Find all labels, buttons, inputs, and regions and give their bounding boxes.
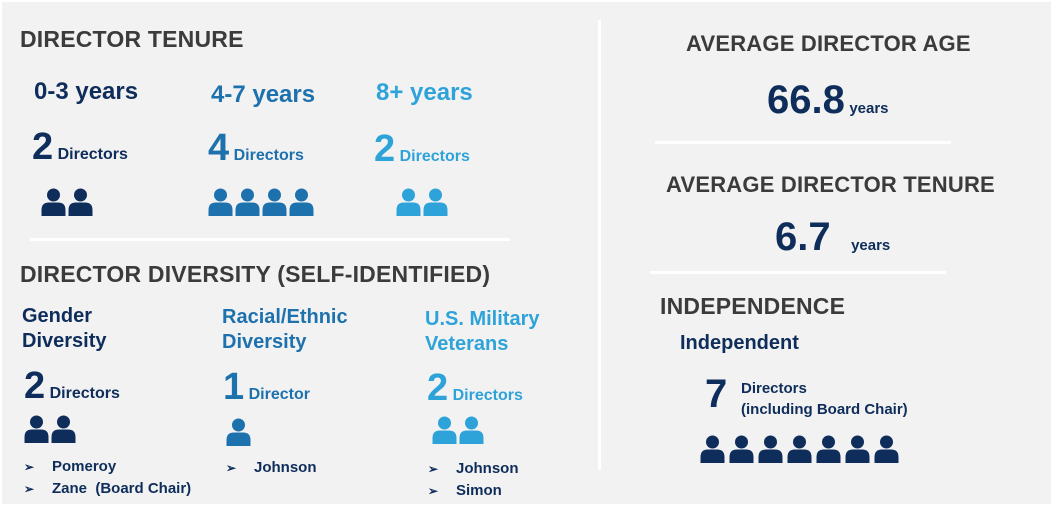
person-icon <box>235 188 260 216</box>
count-value: 2 <box>32 126 54 168</box>
person-icon <box>51 415 76 443</box>
person-icon <box>758 435 783 463</box>
average-age-title: AVERAGE DIRECTOR AGE <box>686 31 971 56</box>
person-icon <box>845 435 870 463</box>
gender-director-names: ➢ Pomeroy ➢ Zane (Board Chair) <box>24 456 191 500</box>
tenure-bucket-8-plus-count: 2 Directors <box>374 130 470 168</box>
diversity-title: DIRECTOR DIVERSITY (SELF-IDENTIFIED) <box>20 261 491 287</box>
person-icon <box>816 435 841 463</box>
unit-line1: Directors <box>741 380 807 397</box>
count-value: 2 <box>427 367 449 409</box>
vertical-divider <box>598 20 601 470</box>
racial-ethnic-person-icons <box>226 418 251 446</box>
count-unit: Directors <box>452 387 523 404</box>
label-line1: Gender <box>22 305 93 327</box>
director-name: Zane (Board Chair) <box>52 480 192 497</box>
count-unit: Directors <box>57 146 128 163</box>
independent-label: Independent <box>680 332 799 354</box>
independent-person-icons <box>700 435 899 463</box>
average-age-value: 66.8 <box>767 78 845 122</box>
racial-ethnic-diversity-label: Racial/Ethnic Diversity <box>222 305 348 355</box>
person-icon <box>41 188 66 216</box>
arrowhead-bullet-icon: ➢ <box>428 462 439 476</box>
independent-count: 7 <box>705 372 728 416</box>
tenure-bucket-8-plus-label: 8+ years <box>376 79 473 106</box>
person-icon <box>432 416 457 444</box>
label-line1: U.S. Military <box>425 308 540 330</box>
count-value: 2 <box>24 365 46 407</box>
person-icon <box>226 418 251 446</box>
label-line2: Diversity <box>222 331 307 353</box>
tenure-bucket-4-7-count: 4 Directors <box>208 129 304 167</box>
racial-ethnic-diversity-count: 1 Director <box>223 368 310 406</box>
person-icon <box>262 188 287 216</box>
racial-ethnic-director-names: ➢ Johnson <box>226 457 317 479</box>
age-divider <box>655 141 951 144</box>
tenure-4-7-person-icons <box>208 188 314 216</box>
average-tenure-title: AVERAGE DIRECTOR TENURE <box>666 172 995 197</box>
tenure-bucket-0-3-label: 0-3 years <box>34 78 139 105</box>
gender-diversity-label: Gender Diversity <box>22 304 107 354</box>
arrowhead-bullet-icon: ➢ <box>226 461 237 475</box>
person-icon <box>459 416 484 444</box>
military-director-names: ➢ Johnson ➢ Simon <box>428 458 519 502</box>
person-icon <box>874 435 899 463</box>
count-value: 4 <box>208 127 230 169</box>
list-item: ➢ Zane (Board Chair) <box>24 478 191 500</box>
gender-diversity-count: 2 Directors <box>24 367 120 405</box>
label-line1: Racial/Ethnic <box>222 306 348 328</box>
person-icon <box>787 435 812 463</box>
count-unit: Directors <box>49 385 120 402</box>
count-unit: Directors <box>399 148 470 165</box>
person-icon <box>729 435 754 463</box>
average-tenure-value-group: 6.7 years <box>775 217 890 257</box>
average-age-value-group: 66.8 years <box>767 80 889 120</box>
count-unit: Director <box>248 386 310 403</box>
average-tenure-value: 6.7 <box>775 215 831 259</box>
average-tenure-unit: years <box>851 237 891 254</box>
person-icon <box>68 188 93 216</box>
arrowhead-bullet-icon: ➢ <box>24 482 35 496</box>
label-line2: Veterans <box>425 333 509 355</box>
person-icon <box>208 188 233 216</box>
person-icon <box>700 435 725 463</box>
label-line2: Diversity <box>22 330 107 352</box>
person-icon <box>396 188 421 216</box>
military-veterans-label: U.S. Military Veterans <box>425 307 539 357</box>
tenure-0-3-person-icons <box>41 188 93 216</box>
arrowhead-bullet-icon: ➢ <box>24 460 35 474</box>
gender-person-icons <box>24 415 76 443</box>
list-item: ➢ Johnson <box>226 457 317 479</box>
tenure-8-plus-person-icons <box>396 188 448 216</box>
director-name: Pomeroy <box>52 458 117 475</box>
tenure-divider <box>30 238 510 241</box>
average-age-unit: years <box>849 100 889 117</box>
military-person-icons <box>432 416 484 444</box>
person-icon <box>289 188 314 216</box>
list-item: ➢ Simon <box>428 480 519 502</box>
avg-tenure-divider <box>650 271 946 274</box>
count-value: 1 <box>223 366 245 408</box>
tenure-bucket-4-7-label: 4-7 years <box>211 81 316 108</box>
director-name: Johnson <box>456 460 519 477</box>
unit-line2: (including Board Chair) <box>741 401 908 418</box>
military-veterans-count: 2 Directors <box>427 369 523 407</box>
director-name: Simon <box>456 482 502 499</box>
list-item: ➢ Pomeroy <box>24 456 191 478</box>
director-name: Johnson <box>254 459 317 476</box>
independence-title: INDEPENDENCE <box>660 293 846 319</box>
count-value: 2 <box>374 128 396 170</box>
person-icon <box>423 188 448 216</box>
arrowhead-bullet-icon: ➢ <box>428 484 439 498</box>
tenure-bucket-0-3-count: 2 Directors <box>32 128 128 166</box>
tenure-title: DIRECTOR TENURE <box>20 26 244 52</box>
count-unit: Directors <box>233 147 304 164</box>
independent-unit: Directors (including Board Chair) <box>741 378 908 420</box>
list-item: ➢ Johnson <box>428 458 519 480</box>
person-icon <box>24 415 49 443</box>
